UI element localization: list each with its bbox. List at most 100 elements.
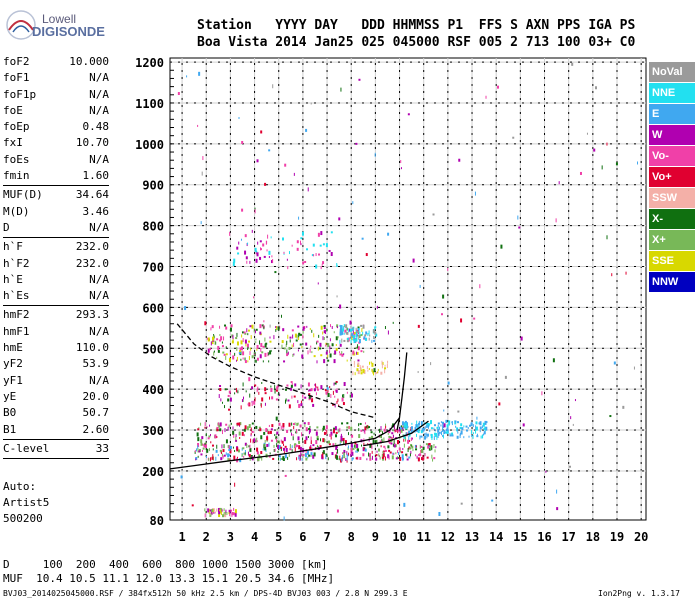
data-point: [283, 516, 285, 521]
x-tick-label: 17: [561, 530, 575, 544]
data-point: [350, 331, 352, 336]
data-point: [457, 431, 459, 434]
data-point: [206, 448, 209, 453]
data-point: [326, 430, 328, 435]
data-point: [327, 354, 329, 358]
data-point: [432, 458, 434, 462]
x-tick-label: 13: [465, 530, 479, 544]
data-point: [293, 172, 295, 176]
data-point: [225, 326, 228, 330]
data-point: [412, 258, 415, 263]
logo-line2: DIGISONDE: [32, 24, 105, 39]
data-point: [257, 241, 259, 245]
data-point: [438, 511, 441, 516]
data-point: [211, 444, 214, 447]
x-tick-label: 8: [348, 530, 355, 544]
data-point: [389, 451, 392, 454]
data-point: [248, 355, 250, 360]
data-point: [405, 432, 407, 435]
param-name: foEs: [3, 152, 30, 166]
data-point: [354, 352, 356, 356]
data-point: [485, 421, 488, 424]
data-point: [239, 422, 242, 426]
data-point: [392, 321, 394, 324]
data-point: [225, 439, 228, 444]
data-point: [479, 426, 482, 430]
data-point: [384, 367, 387, 370]
data-point: [356, 351, 358, 355]
data-point: [288, 346, 291, 350]
data-point: [256, 348, 258, 351]
data-point: [231, 340, 234, 344]
legend-item-nne: NNE: [649, 83, 695, 103]
data-point: [365, 331, 368, 335]
data-point: [435, 446, 437, 449]
data-point: [456, 435, 459, 439]
data-point: [337, 398, 339, 402]
data-point: [341, 338, 343, 343]
data-point: [438, 431, 441, 434]
data-point: [221, 430, 223, 435]
data-point: [217, 508, 220, 513]
data-point: [601, 165, 603, 170]
data-point: [461, 427, 464, 431]
data-point: [268, 360, 270, 363]
data-point: [368, 452, 370, 457]
data-point: [313, 452, 316, 457]
param-name: hmE: [3, 341, 23, 355]
data-point: [369, 361, 371, 365]
data-point: [357, 359, 360, 362]
data-point: [380, 371, 383, 375]
data-point: [351, 333, 354, 337]
data-point: [261, 456, 263, 461]
data-point: [356, 331, 359, 334]
data-point: [343, 332, 345, 335]
data-point: [398, 447, 401, 451]
data-point: [569, 465, 572, 468]
data-point: [292, 334, 294, 339]
data-point: [301, 346, 303, 349]
data-point: [323, 337, 325, 341]
data-point: [445, 419, 448, 423]
data-point: [286, 384, 289, 387]
data-point: [266, 443, 269, 447]
data-point: [241, 453, 243, 457]
data-point: [265, 240, 267, 245]
y-tick-label: 1200: [135, 56, 164, 70]
data-point: [403, 443, 405, 448]
data-point: [379, 434, 382, 438]
data-point: [442, 425, 445, 429]
data-point: [201, 436, 204, 440]
data-point: [202, 447, 205, 450]
data-point: [400, 167, 402, 170]
data-point: [291, 395, 293, 399]
data-point: [308, 428, 311, 433]
data-point: [417, 457, 420, 462]
x-tick-label: 9: [372, 530, 379, 544]
data-point: [332, 443, 335, 448]
data-point: [279, 440, 281, 444]
data-point: [364, 430, 366, 435]
data-point: [325, 390, 327, 395]
data-point: [334, 426, 337, 431]
data-point: [311, 254, 314, 257]
param-separator: [3, 305, 109, 307]
legend-item-ssw: SSW: [649, 188, 695, 208]
data-point: [275, 389, 278, 392]
data-point: [336, 451, 338, 455]
data-point: [220, 336, 223, 341]
data-point: [329, 386, 331, 389]
data-point: [244, 360, 247, 364]
param-name: C-level: [3, 441, 50, 455]
data-point: [273, 444, 275, 448]
param-row: hmE 110.0: [3, 340, 109, 356]
data-point: [312, 444, 315, 447]
data-point: [444, 431, 447, 434]
data-point: [209, 509, 211, 512]
data-point: [375, 456, 377, 459]
data-point: [309, 395, 312, 400]
data-point: [254, 439, 257, 443]
data-point: [382, 362, 384, 366]
data-point: [211, 341, 214, 345]
data-point: [305, 342, 308, 346]
